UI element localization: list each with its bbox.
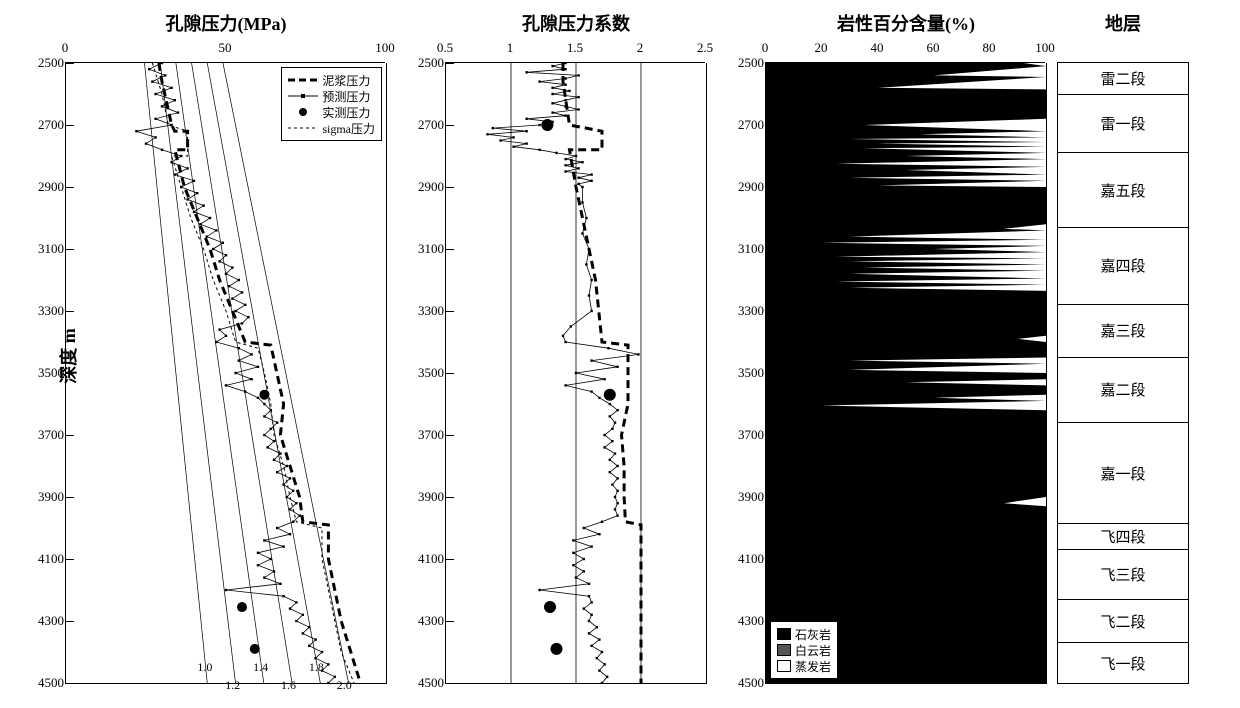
panel3-title: 岩性百分含量(%) [765,10,1047,36]
stratum-飞二段: 飞二段 [1058,600,1188,644]
figure-wrap: 孔隙压力(MPa) 050100 深度 m 250027002900310033… [10,10,1230,684]
stratum-雷一段: 雷一段 [1058,95,1188,154]
panel1-xaxis: 050100 [65,38,385,63]
panel-lithology: 岩性百分含量(%) 020406080100 25002700290031003… [765,10,1047,684]
panel4-title: 地层 [1057,10,1189,36]
panel-pressure-coef: 孔隙压力系数 0.511.522.5 250027002900310033003… [445,10,707,684]
stratum-飞三段: 飞三段 [1058,550,1188,600]
panel3-chart: 2500270029003100330035003700390041004300… [765,63,1047,684]
panel-pore-pressure: 孔隙压力(MPa) 050100 深度 m 250027002900310033… [65,10,387,684]
stratum-嘉三段: 嘉三段 [1058,305,1188,358]
panel2-xaxis: 0.511.522.5 [445,38,705,63]
panel-stratigraphy: 地层 雷二段雷一段嘉五段嘉四段嘉三段嘉二段嘉一段飞四段飞三段飞二段飞一段 [1057,10,1189,684]
panel3-xaxis: 020406080100 [765,38,1045,63]
stratum-嘉二段: 嘉二段 [1058,358,1188,423]
stratigraphy-column: 雷二段雷一段嘉五段嘉四段嘉三段嘉二段嘉一段飞四段飞三段飞二段飞一段 [1057,62,1189,684]
stratum-飞四段: 飞四段 [1058,524,1188,549]
panel1-title: 孔隙压力(MPa) [65,10,387,36]
panel3-yticks: 2500270029003100330035003700390041004300… [716,63,764,683]
stratum-嘉五段: 嘉五段 [1058,153,1188,227]
panel2-yticks: 2500270029003100330035003700390041004300… [396,63,444,683]
stratum-飞一段: 飞一段 [1058,643,1188,683]
panel2-title: 孔隙压力系数 [445,10,707,36]
panel2-chart: 2500270029003100330035003700390041004300… [445,63,707,684]
stratum-雷二段: 雷二段 [1058,63,1188,95]
stratum-嘉四段: 嘉四段 [1058,228,1188,305]
panel1-yticks: 2500270029003100330035003700390041004300… [16,63,64,683]
panel1-chart: 深度 m 25002700290031003300350037003900410… [65,63,387,684]
panel3-legend: 石灰岩白云岩蒸发岩 [770,621,838,679]
stratum-嘉一段: 嘉一段 [1058,423,1188,525]
panel1-legend: 泥浆压力预测压力实测压力sigma压力 [281,67,382,141]
